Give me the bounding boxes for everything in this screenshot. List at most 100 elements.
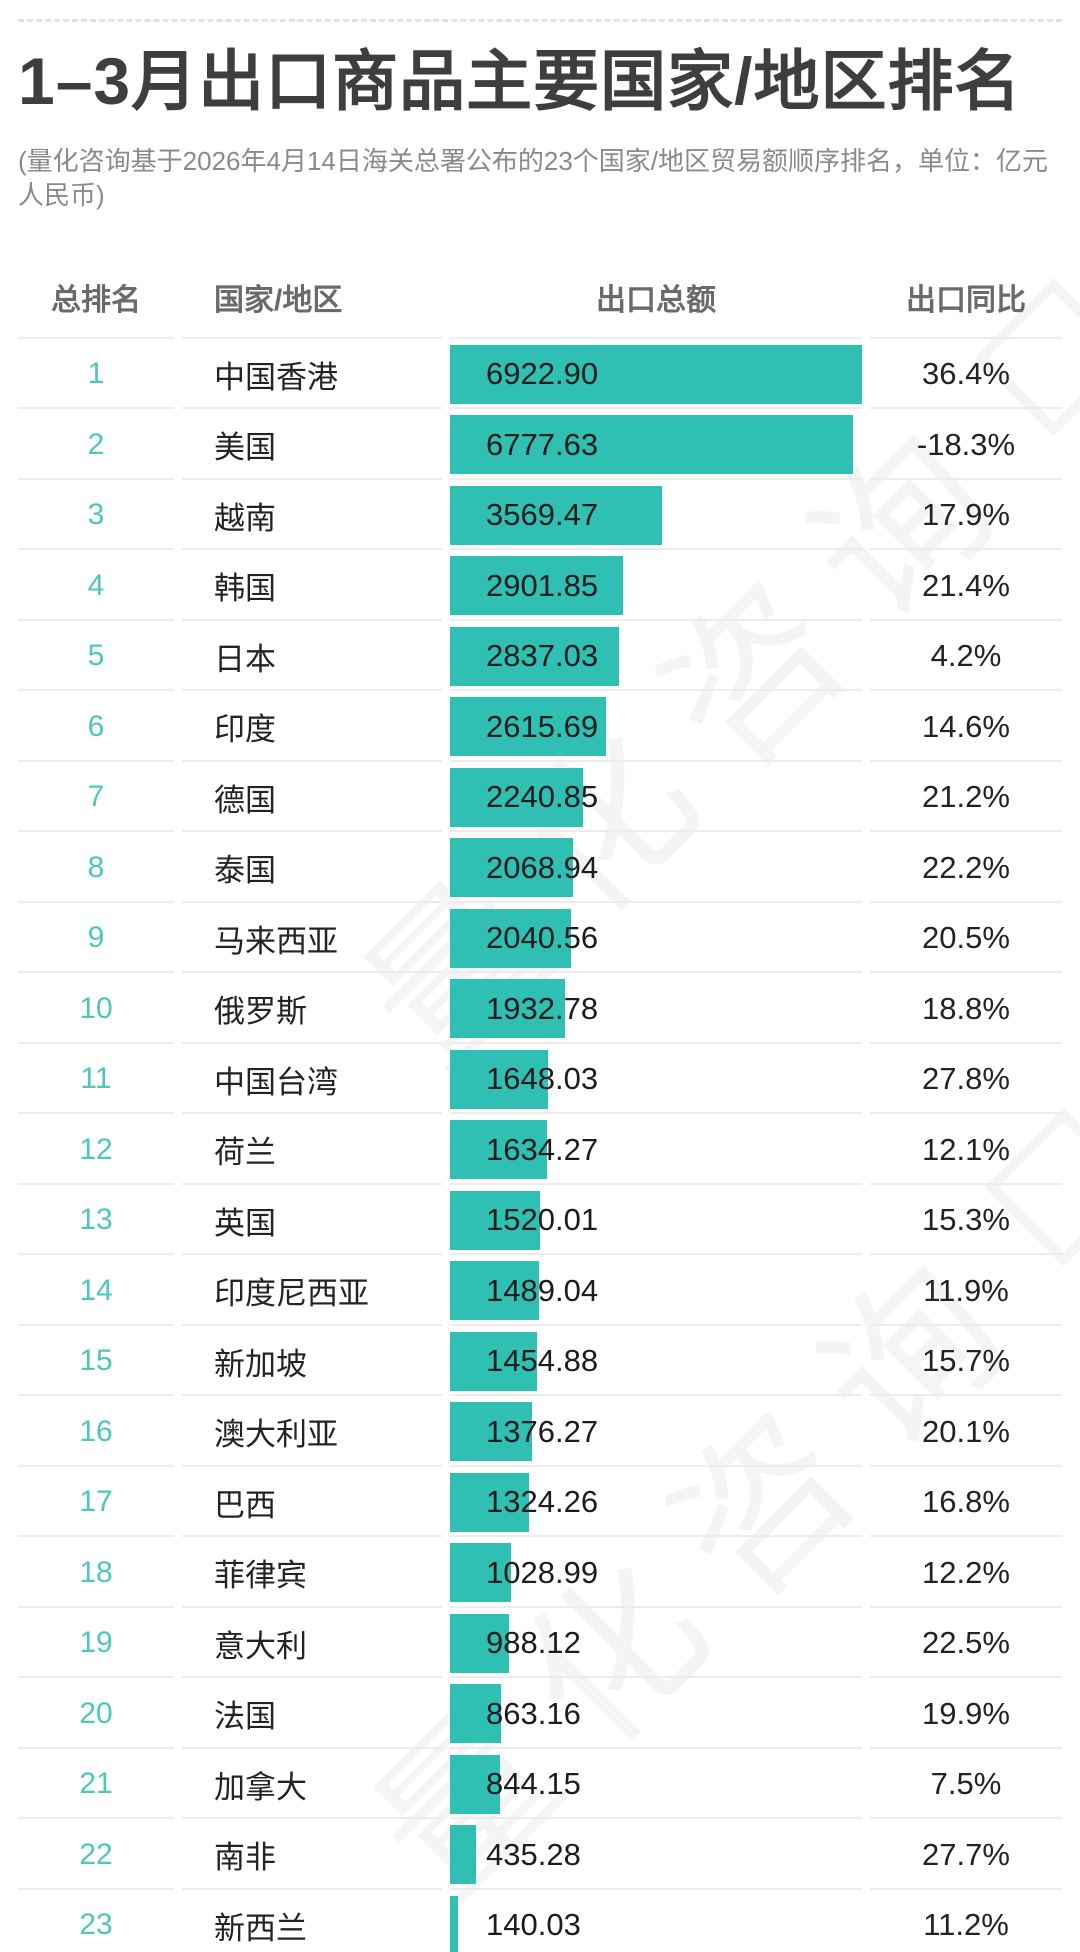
country-cell: 新西兰 — [182, 1887, 442, 1952]
export-bar — [450, 838, 574, 898]
rank-cell: 10 — [18, 971, 174, 1044]
country-cell: 韩国 — [182, 548, 442, 621]
page-title: 1–3月出口商品主要国家/地区排名 — [18, 44, 1022, 118]
export-bar — [450, 1261, 539, 1321]
export-bar-cell: 1454.88 — [450, 1323, 862, 1397]
export-bar-cell: 6777.63 — [450, 407, 862, 480]
rank-cell: 6 — [18, 689, 174, 762]
rank-cell: 17 — [18, 1464, 174, 1538]
table-row: 3 越南 3569.47 17.9% — [18, 477, 1062, 550]
table-header-row: 总排名 国家/地区 出口总额 出口同比 — [18, 257, 1062, 338]
country-cell: 澳大利亚 — [182, 1394, 442, 1467]
export-value: 435.28 — [486, 1836, 581, 1872]
table-row: 20 法国 863.16 19.9% — [18, 1676, 1062, 1749]
table-row: 9 马来西亚 2040.56 20.5% — [18, 900, 1062, 974]
export-bar — [450, 1049, 549, 1109]
table-row: 19 意大利 988.12 22.5% — [18, 1605, 1062, 1679]
rank-cell: 13 — [18, 1182, 174, 1256]
yoy-cell: 19.9% — [870, 1676, 1062, 1749]
rank-cell: 9 — [18, 900, 174, 974]
table-row: 12 荷兰 1634.27 12.1% — [18, 1112, 1062, 1185]
export-bar-cell: 1520.01 — [450, 1182, 862, 1256]
export-value: 2837.03 — [486, 638, 599, 674]
yoy-cell: 22.5% — [870, 1605, 1062, 1679]
export-bar — [450, 556, 623, 616]
export-value: 2615.69 — [486, 708, 599, 744]
export-value: 1454.88 — [486, 1343, 599, 1379]
yoy-cell: 27.8% — [870, 1041, 1062, 1115]
export-bar-cell: 1489.04 — [450, 1253, 862, 1326]
yoy-cell: -18.3% — [870, 407, 1062, 480]
export-bar — [450, 415, 854, 475]
country-cell: 菲律宾 — [182, 1535, 442, 1608]
yoy-cell: 15.7% — [870, 1323, 1062, 1397]
export-bar-cell: 6922.90 — [450, 336, 862, 410]
export-bar — [450, 485, 663, 545]
table-row: 13 英国 1520.01 15.3% — [18, 1182, 1062, 1256]
table-row: 2 美国 6777.63 -18.3% — [18, 407, 1062, 480]
export-value: 844.15 — [486, 1766, 581, 1802]
country-cell: 新加坡 — [182, 1323, 442, 1397]
yoy-cell: 18.8% — [870, 971, 1062, 1044]
table-body: 1 中国香港 6922.90 36.4% 2 美国 6777.63 -18.3%… — [18, 336, 1062, 1952]
country-cell: 马来西亚 — [182, 900, 442, 974]
country-cell: 荷兰 — [182, 1112, 442, 1185]
export-bar-cell: 1648.03 — [450, 1041, 862, 1115]
export-bar-cell: 863.16 — [450, 1676, 862, 1749]
table-row: 22 南非 435.28 27.7% — [18, 1817, 1062, 1890]
country-cell: 中国香港 — [182, 336, 442, 410]
yoy-cell: 21.4% — [870, 548, 1062, 621]
export-bar — [450, 1684, 502, 1744]
yoy-cell: 20.1% — [870, 1394, 1062, 1467]
rank-cell: 14 — [18, 1253, 174, 1326]
export-value: 6922.90 — [486, 356, 599, 392]
table-row: 14 印度尼西亚 1489.04 11.9% — [18, 1253, 1062, 1326]
table-row: 10 俄罗斯 1932.78 18.8% — [18, 971, 1062, 1044]
table-row: 17 巴西 1324.26 16.8% — [18, 1464, 1062, 1538]
country-cell: 英国 — [182, 1182, 442, 1256]
page-subtitle: (量化咨询基于2026年4月14日海关总署公布的23个国家/地区贸易额顺序排名，… — [18, 146, 1049, 211]
export-bar-cell: 2240.85 — [450, 759, 862, 833]
export-bar-cell: 2901.85 — [450, 548, 862, 621]
export-bar — [450, 767, 584, 827]
yoy-cell: 20.5% — [870, 900, 1062, 974]
yoy-cell: 21.2% — [870, 759, 1062, 833]
yoy-cell: 15.3% — [870, 1182, 1062, 1256]
export-value: 1324.26 — [486, 1484, 599, 1520]
rank-cell: 5 — [18, 618, 174, 692]
yoy-cell: 16.8% — [870, 1464, 1062, 1538]
export-bar-cell: 1376.27 — [450, 1394, 862, 1467]
export-value: 1932.78 — [486, 990, 599, 1026]
export-bar-cell: 988.12 — [450, 1605, 862, 1679]
export-value: 988.12 — [486, 1625, 581, 1661]
country-cell: 美国 — [182, 407, 442, 480]
export-value: 2068.94 — [486, 849, 599, 885]
yoy-cell: 4.2% — [870, 618, 1062, 692]
export-value: 6777.63 — [486, 426, 599, 462]
table-row: 7 德国 2240.85 21.2% — [18, 759, 1062, 833]
export-bar — [450, 1472, 529, 1532]
export-value: 1376.27 — [486, 1413, 599, 1449]
export-bar — [450, 908, 572, 968]
rank-cell: 18 — [18, 1535, 174, 1608]
rank-cell: 23 — [18, 1887, 174, 1952]
export-bar — [450, 1543, 512, 1603]
export-bar-cell: 435.28 — [450, 1817, 862, 1890]
rank-cell: 19 — [18, 1605, 174, 1679]
export-bar — [450, 979, 566, 1039]
table-row: 16 澳大利亚 1376.27 20.1% — [18, 1394, 1062, 1467]
export-bar-cell: 2040.56 — [450, 900, 862, 974]
export-bar-cell: 1634.27 — [450, 1112, 862, 1185]
country-cell: 意大利 — [182, 1605, 442, 1679]
rank-cell: 4 — [18, 548, 174, 621]
export-bar-cell: 140.03 — [450, 1887, 862, 1952]
country-cell: 德国 — [182, 759, 442, 833]
header-rank: 总排名 — [51, 284, 141, 318]
export-value: 1489.04 — [486, 1272, 599, 1308]
export-bar — [450, 1613, 509, 1673]
country-cell: 中国台湾 — [182, 1041, 442, 1115]
export-bar — [450, 1825, 476, 1885]
country-cell: 印度 — [182, 689, 442, 762]
country-cell: 法国 — [182, 1676, 442, 1749]
